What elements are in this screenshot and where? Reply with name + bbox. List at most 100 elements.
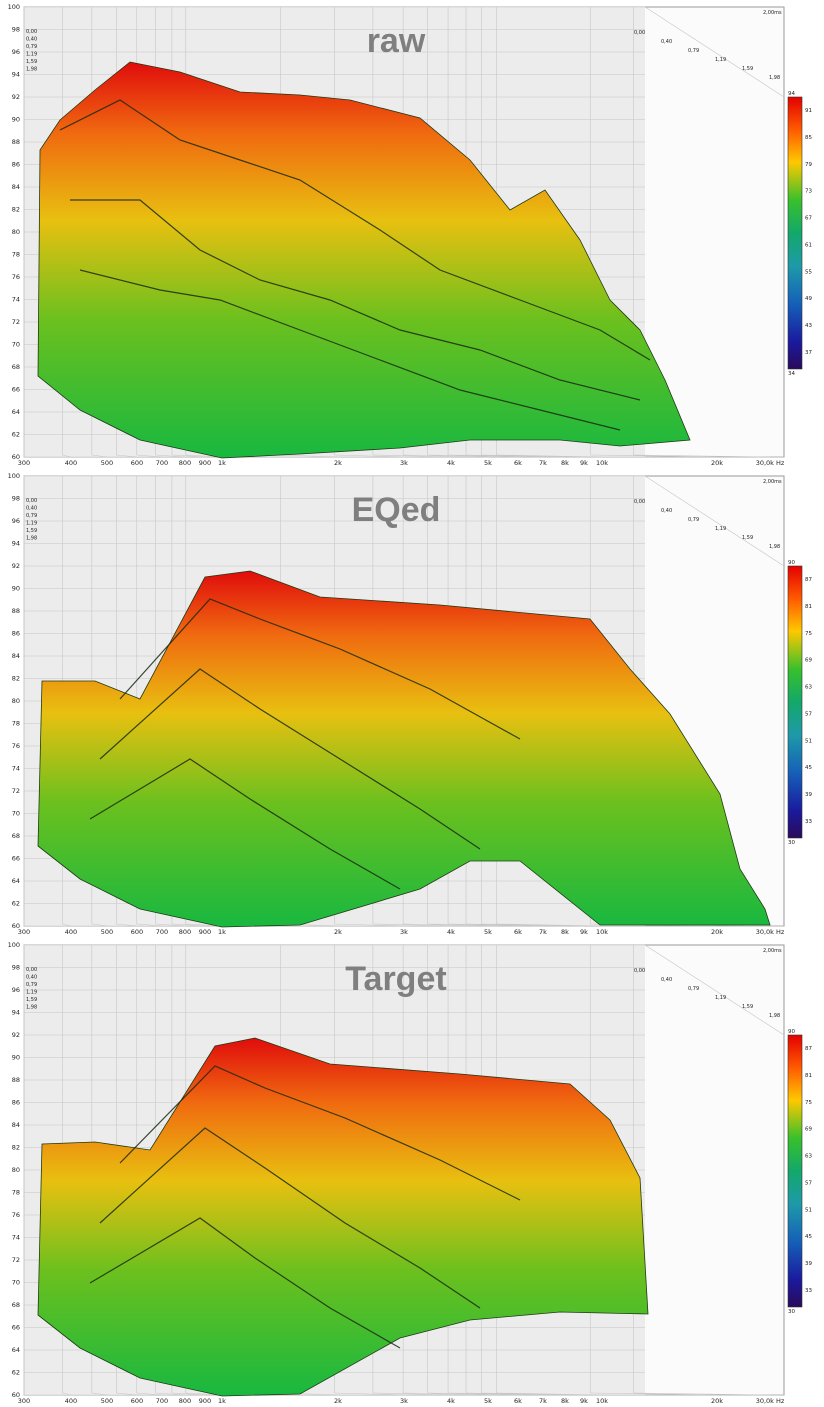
surface-ridge <box>70 199 641 401</box>
x-tick-label: 1k <box>218 459 226 467</box>
colorbar-tick-label: 51 <box>805 738 812 744</box>
colorbar-tick-label: 69 <box>805 658 812 664</box>
time-slice-label: 1,19 <box>715 526 726 532</box>
y-tick-label: 66 <box>12 386 20 394</box>
x-tick-label: 900 <box>199 459 211 467</box>
time-slice-label: 1,98 <box>769 544 780 550</box>
time-slice-label: 0,40 <box>26 975 37 981</box>
x-tick-label: 500 <box>101 459 113 467</box>
y-axis-ticks: 60 62 64 66 68 70 72 74 76 78 80 82 84 86 88 90 92 94 96 98… <box>8 941 20 1399</box>
surface-ridge <box>59 99 651 361</box>
y-axis-ticks: 60 62 64 66 68 70 72 74 76 78 80 82 84 86 88 90 92 94 96 98… <box>8 472 20 930</box>
y-tick-label: 88 <box>12 1076 20 1084</box>
x-tick-label: 600 <box>131 1397 143 1405</box>
y-tick-label: 78 <box>12 720 20 728</box>
y-tick-label: 88 <box>12 607 20 615</box>
y-tick-label: 100 <box>8 3 20 11</box>
colorbar-tick-label: 87 <box>805 1046 812 1052</box>
time-slice-label: 1,59 <box>742 535 753 541</box>
y-tick-label: 90 <box>12 1054 20 1062</box>
time-slice-label: 1,98 <box>26 536 37 542</box>
surface-ridge <box>119 1065 521 1201</box>
colorbar-tick-label: 43 <box>805 323 812 329</box>
y-tick-label: 76 <box>12 742 20 750</box>
x-axis-ticks: 300 400 500 600 700 800 900 1k 2k 3k 4k 5k 6k 7k 8k 9k 1… <box>18 459 785 467</box>
time-slice-label: 0,40 <box>661 977 672 983</box>
y-tick-label: 60 <box>12 1391 20 1399</box>
y-tick-label: 62 <box>12 431 20 439</box>
x-tick-label: 30,0k Hz <box>756 459 785 467</box>
colorbar-tick-label: 91 <box>805 108 812 114</box>
x-tick-label: 400 <box>65 1397 77 1405</box>
colorbar-tick-label: 67 <box>805 216 812 222</box>
time-slice-label: 1,98 <box>26 67 37 73</box>
surface-ridge <box>99 668 481 850</box>
colorbar-tick-label: 37 <box>805 350 812 356</box>
x-tick-label: 9k <box>580 1397 588 1405</box>
time-slice-label: 1,19 <box>715 995 726 1001</box>
x-tick-label: 700 <box>156 928 168 936</box>
time-slice-label: 0,40 <box>661 39 672 45</box>
chart-title: EQed <box>352 491 441 529</box>
surface-ridge <box>99 1127 481 1309</box>
y-tick-label: 86 <box>12 630 20 638</box>
y-tick-label: 100 <box>8 941 20 949</box>
time-slice-label: 0,00 <box>26 29 37 35</box>
x-tick-label: 900 <box>199 928 211 936</box>
x-tick-label: 20k <box>711 928 723 936</box>
y-tick-label: 64 <box>12 408 20 416</box>
colorbar-tick-label: 90 <box>788 560 795 566</box>
x-tick-label: 6k <box>514 928 522 936</box>
x-tick-label: 7k <box>539 928 547 936</box>
x-tick-label: 300 <box>18 928 30 936</box>
x-axis-ticks: 300 400 500 600 700 800 900 1k 2k 3k 4k 5k 6k 7k 8k 9k 1… <box>18 928 785 936</box>
x-tick-label: 30,0k Hz <box>756 928 785 936</box>
time-slice-label: 1,98 <box>26 1005 37 1011</box>
y-tick-label: 64 <box>12 1346 20 1354</box>
colorbar-ticks: 90 87 81 75 69 63 57 51 45 39 33 30 <box>788 560 812 846</box>
colorbar-tick-label: 73 <box>805 189 812 195</box>
x-tick-label: 3k <box>400 1397 408 1405</box>
x-tick-label: 600 <box>131 459 143 467</box>
y-tick-label: 66 <box>12 855 20 863</box>
surface-body <box>37 1037 649 1397</box>
surface-body <box>37 570 771 928</box>
y-tick-label: 70 <box>12 810 20 818</box>
y-tick-label: 60 <box>12 922 20 930</box>
time-slice-label: 1,59 <box>26 997 37 1003</box>
waterfall-surface <box>37 570 771 928</box>
x-tick-label: 5k <box>484 928 492 936</box>
time-slice-label: 0,79 <box>26 513 37 519</box>
colorbar-tick-label: 85 <box>805 135 812 141</box>
y-tick-label: 80 <box>12 228 20 236</box>
x-tick-label: 600 <box>131 928 143 936</box>
chart-title: Target <box>345 960 446 998</box>
time-slice-label: 1,19 <box>26 990 37 996</box>
colorbar-tick-label: 69 <box>805 1127 812 1133</box>
y-tick-label: 80 <box>12 697 20 705</box>
y-tick-label: 90 <box>12 116 20 124</box>
waterfall-chart-raw: raw6062646668707274767880828486889092949… <box>8 3 813 467</box>
colorbar-tick-label: 34 <box>788 371 795 377</box>
x-tick-label: 6k <box>514 459 522 467</box>
x-tick-label: 2k <box>334 1397 342 1405</box>
y-tick-label: 88 <box>12 138 20 146</box>
colorbar-tick-label: 57 <box>805 1180 812 1186</box>
x-tick-label: 6k <box>514 1397 522 1405</box>
colorbar-tick-label: 90 <box>788 1029 795 1035</box>
time-slice-label: 0,79 <box>688 517 699 523</box>
colorbar-tick-label: 61 <box>805 242 812 248</box>
colorbar-tick-label: 51 <box>805 1207 812 1213</box>
y-tick-label: 74 <box>12 296 20 304</box>
y-tick-label: 76 <box>12 273 20 281</box>
colorbar-ticks: 94 91 85 79 73 67 61 55 49 43 37 34 <box>788 91 812 377</box>
y-tick-label: 84 <box>12 183 20 191</box>
y-tick-label: 68 <box>12 832 20 840</box>
x-tick-label: 3k <box>400 459 408 467</box>
x-tick-label: 300 <box>18 459 30 467</box>
y-tick-label: 86 <box>12 161 20 169</box>
y-tick-label: 98 <box>12 26 20 34</box>
time-slice-label: 1,59 <box>26 528 37 534</box>
x-tick-label: 8k <box>561 459 569 467</box>
time-slice-label: 0,00 <box>634 968 645 974</box>
